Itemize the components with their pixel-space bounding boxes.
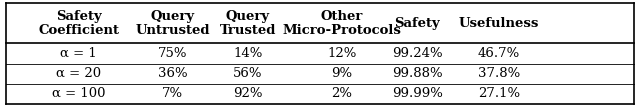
Text: 36%: 36% [158, 67, 188, 80]
Text: α = 100: α = 100 [52, 87, 105, 100]
Text: Other
Micro-Protocols: Other Micro-Protocols [282, 10, 401, 37]
Text: 99.24%: 99.24% [392, 47, 442, 60]
Text: Query
Trusted: Query Trusted [220, 10, 276, 37]
Text: 27.1%: 27.1% [477, 87, 520, 100]
Text: 9%: 9% [332, 67, 353, 80]
Text: α = 20: α = 20 [56, 67, 101, 80]
Text: Query
Untrusted: Query Untrusted [135, 10, 210, 37]
Text: 75%: 75% [158, 47, 188, 60]
Text: 56%: 56% [233, 67, 262, 80]
Text: 46.7%: 46.7% [477, 47, 520, 60]
Text: 99.99%: 99.99% [392, 87, 443, 100]
Text: 12%: 12% [327, 47, 356, 60]
Text: 37.8%: 37.8% [477, 67, 520, 80]
Text: Safety
Coefficient: Safety Coefficient [38, 10, 119, 37]
Text: α = 1: α = 1 [60, 47, 97, 60]
Text: 92%: 92% [233, 87, 262, 100]
Text: Safety: Safety [394, 17, 440, 30]
Text: 2%: 2% [332, 87, 353, 100]
Text: 14%: 14% [233, 47, 262, 60]
Text: 7%: 7% [162, 87, 183, 100]
Text: Usefulness: Usefulness [459, 17, 539, 30]
Text: 99.88%: 99.88% [392, 67, 442, 80]
